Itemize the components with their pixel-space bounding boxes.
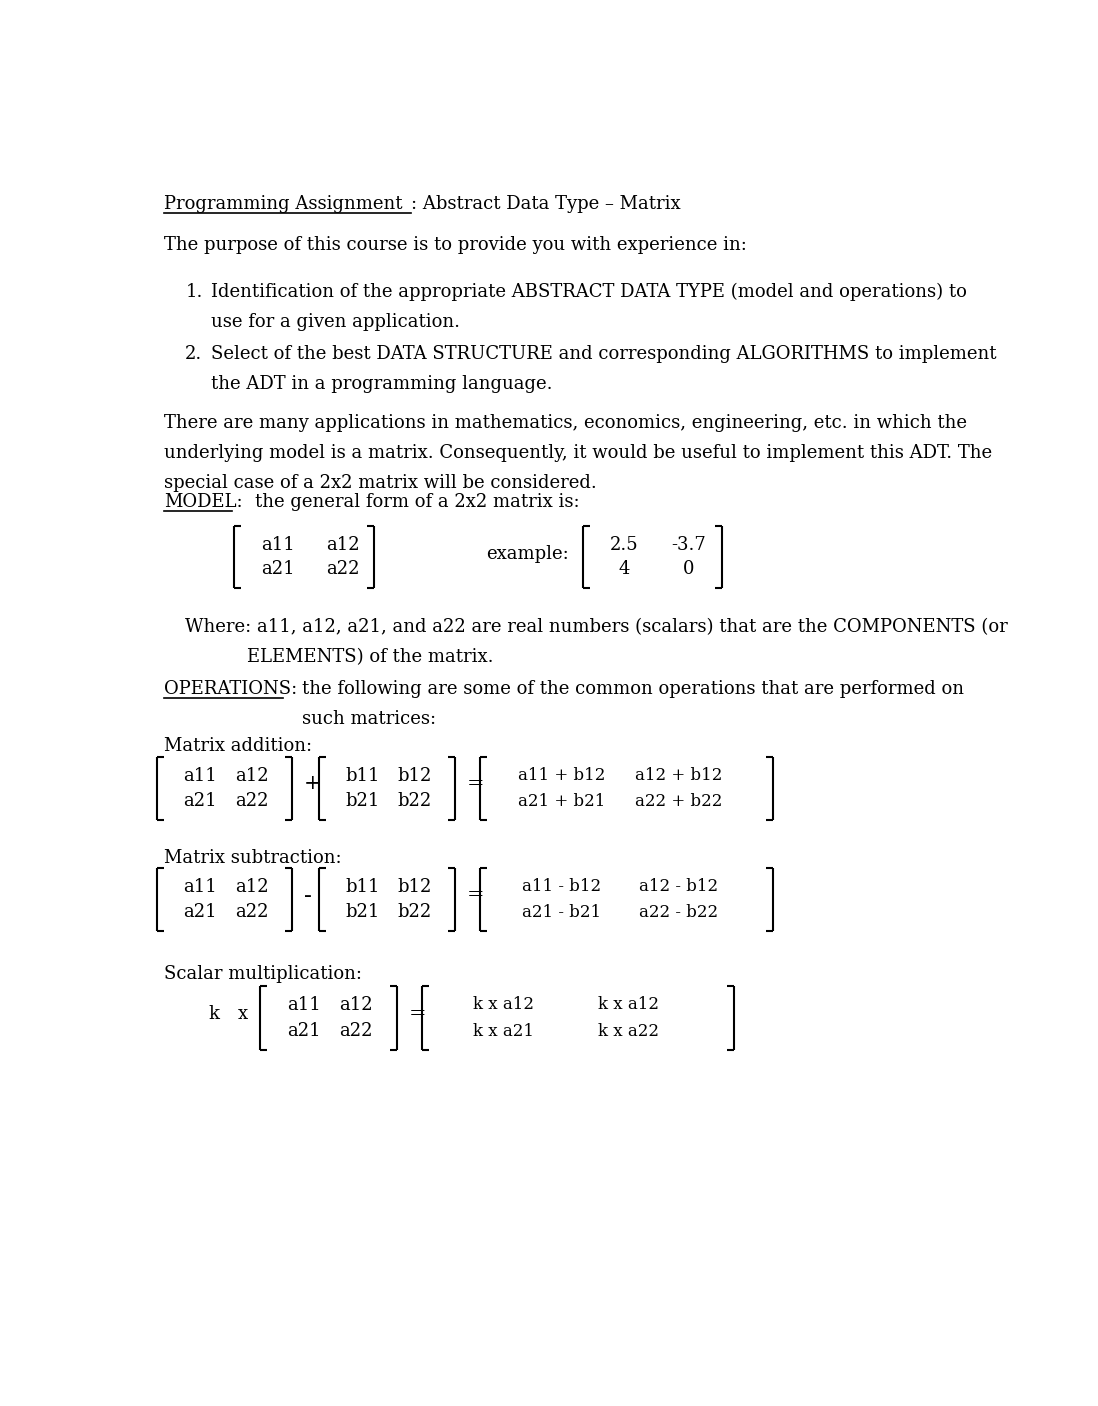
Text: the general form of a 2x2 matrix is:: the general form of a 2x2 matrix is: (255, 494, 580, 510)
Text: There are many applications in mathematics, economics, engineering, etc. in whic: There are many applications in mathemati… (165, 413, 967, 432)
Text: a22: a22 (326, 560, 359, 578)
Text: the ADT in a programming language.: the ADT in a programming language. (211, 375, 552, 394)
Text: a21: a21 (183, 903, 216, 921)
Text: Where: a11, a12, a21, and a22 are real numbers (scalars) that are the COMPONENTS: Where: a11, a12, a21, and a22 are real n… (186, 619, 1008, 637)
Text: : Abstract Data Type – Matrix: : Abstract Data Type – Matrix (411, 195, 681, 212)
Text: a21: a21 (261, 560, 295, 578)
Text: underlying model is a matrix. Consequently, it would be useful to implement this: underlying model is a matrix. Consequent… (165, 444, 993, 461)
Text: the following are some of the common operations that are performed on: the following are some of the common ope… (302, 681, 964, 697)
Text: OPERATIONS:: OPERATIONS: (165, 681, 298, 697)
Text: 1.: 1. (186, 283, 203, 301)
Text: Matrix addition:: Matrix addition: (165, 737, 313, 755)
Text: a12: a12 (339, 997, 372, 1015)
Text: =: = (467, 775, 484, 793)
Text: a21: a21 (183, 792, 216, 810)
Text: a21: a21 (287, 1022, 321, 1039)
Text: a12: a12 (326, 536, 359, 554)
Text: +: + (304, 775, 322, 793)
Text: a11: a11 (261, 536, 295, 554)
Text: example:: example: (486, 544, 569, 562)
Text: k x a22: k x a22 (597, 1022, 659, 1039)
Text: x: x (238, 1005, 248, 1024)
Text: a12: a12 (235, 768, 268, 785)
Text: ELEMENTS) of the matrix.: ELEMENTS) of the matrix. (247, 648, 494, 666)
Text: b12: b12 (397, 768, 432, 785)
Text: a11: a11 (183, 877, 217, 896)
Text: MODEL:: MODEL: (165, 494, 243, 510)
Text: -3.7: -3.7 (672, 536, 706, 554)
Text: k x a21: k x a21 (473, 1022, 534, 1039)
Text: a12 + b12: a12 + b12 (636, 768, 722, 785)
Text: b21: b21 (346, 903, 380, 921)
Text: b22: b22 (397, 903, 432, 921)
Text: 4: 4 (618, 560, 629, 578)
Text: 2.: 2. (186, 344, 202, 363)
Text: Scalar multiplication:: Scalar multiplication: (165, 965, 362, 983)
Text: a22 + b22: a22 + b22 (636, 793, 722, 810)
Text: Select of the best DATA STRUCTURE and corresponding ALGORITHMS to implement: Select of the best DATA STRUCTURE and co… (211, 344, 996, 363)
Text: Identification of the appropriate ABSTRACT DATA TYPE (model and operations) to: Identification of the appropriate ABSTRA… (211, 283, 966, 301)
Text: k x a12: k x a12 (597, 997, 659, 1014)
Text: k: k (209, 1005, 220, 1024)
Text: special case of a 2x2 matrix will be considered.: special case of a 2x2 matrix will be con… (165, 474, 597, 492)
Text: a22: a22 (339, 1022, 372, 1039)
Text: a21 + b21: a21 + b21 (518, 793, 605, 810)
Text: a11: a11 (287, 997, 321, 1015)
Text: 2.5: 2.5 (609, 536, 638, 554)
Text: b11: b11 (346, 768, 380, 785)
Text: b11: b11 (346, 877, 380, 896)
Text: b21: b21 (346, 792, 380, 810)
Text: a22 - b22: a22 - b22 (639, 904, 718, 921)
Text: a22: a22 (235, 903, 268, 921)
Text: b22: b22 (397, 792, 432, 810)
Text: =: = (467, 886, 484, 904)
Text: a12: a12 (235, 877, 268, 896)
Text: a21 - b21: a21 - b21 (523, 904, 602, 921)
Text: such matrices:: such matrices: (302, 710, 436, 728)
Text: k x a12: k x a12 (473, 997, 534, 1014)
Text: -: - (304, 884, 312, 908)
Text: 0: 0 (683, 560, 695, 578)
Text: =: = (408, 1004, 426, 1024)
Text: b12: b12 (397, 877, 432, 896)
Text: Programming Assignment: Programming Assignment (165, 195, 403, 212)
Text: a11 - b12: a11 - b12 (523, 877, 602, 894)
Text: Matrix subtraction:: Matrix subtraction: (165, 849, 341, 868)
Text: use for a given application.: use for a given application. (211, 312, 460, 330)
Text: a22: a22 (235, 792, 268, 810)
Text: a11: a11 (183, 768, 217, 785)
Text: a12 - b12: a12 - b12 (639, 877, 718, 894)
Text: a11 + b12: a11 + b12 (518, 768, 605, 785)
Text: The purpose of this course is to provide you with experience in:: The purpose of this course is to provide… (165, 236, 748, 254)
